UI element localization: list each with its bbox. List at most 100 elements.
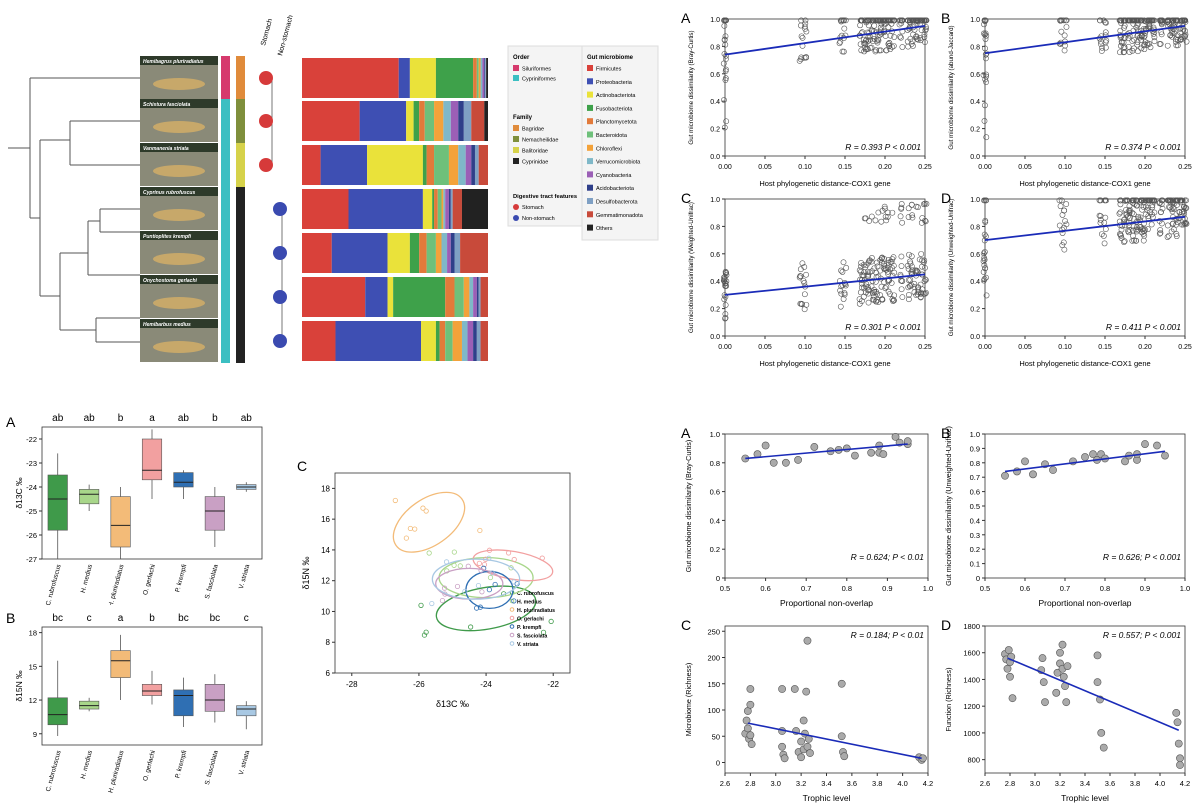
legend-title: Order: [513, 55, 530, 61]
data-point: [1060, 239, 1067, 246]
data-point: [1148, 17, 1155, 24]
data-point: [1102, 214, 1109, 221]
data-point: [1081, 453, 1089, 461]
legend-label: Desulfobacterota: [596, 200, 639, 206]
data-point: [1135, 48, 1141, 55]
legend-label: Fusobacteriota: [596, 106, 633, 112]
plot-frame: [334, 472, 571, 674]
data-point: [1061, 47, 1068, 54]
data-point: [1181, 33, 1188, 40]
data-point: [841, 25, 848, 32]
x-tick-label: 0.9: [1140, 584, 1150, 593]
panel-letter: C: [681, 617, 691, 633]
data-point: [1093, 678, 1102, 687]
y-tick-label: 0.4: [970, 516, 980, 525]
legend-swatch: [587, 184, 593, 191]
stat-annotation: R = 0.626; P < 0.001: [1103, 552, 1181, 562]
data-point: [883, 217, 890, 224]
data-point: [891, 17, 898, 24]
data-point: [1158, 31, 1165, 38]
y-tick-label: 1000: [963, 729, 980, 738]
data-point: [911, 280, 918, 287]
data-point: [981, 118, 988, 124]
data-point: [1182, 204, 1189, 211]
significance-letter: b: [118, 413, 124, 424]
data-point: [878, 283, 885, 290]
y-tick-label: 0.9: [970, 444, 980, 453]
data-point: [919, 257, 925, 264]
x-tick-label: 0.05: [758, 344, 772, 351]
data-point: [921, 17, 928, 24]
data-point: [982, 265, 989, 272]
data-point: [723, 269, 730, 276]
abundance-segment: [320, 145, 368, 185]
data-point: [1049, 466, 1057, 474]
data-point: [1135, 213, 1142, 220]
data-point: [898, 263, 905, 269]
y-tick-label: 0.6: [710, 252, 720, 259]
y-tick-label: 1.0: [710, 197, 720, 204]
data-point: [1093, 651, 1102, 660]
data-point: [1181, 203, 1188, 210]
data-point: [981, 231, 988, 238]
tree-branch: [8, 77, 140, 218]
abundance-segment: [463, 101, 472, 141]
data-point: [910, 42, 916, 49]
data-point: [884, 209, 891, 216]
x-tick-label: 0.8: [1100, 584, 1110, 593]
x-axis-label: Trophic level: [1061, 793, 1109, 803]
data-point: [722, 75, 729, 82]
data-point: [1063, 24, 1070, 30]
legend-swatch: [587, 158, 593, 165]
data-point: [884, 214, 891, 220]
y-axis-label: Microbiome (Richness): [684, 663, 693, 737]
family-strip: [236, 275, 245, 319]
significance-letter: bc: [210, 613, 221, 624]
y-axis-label: Gut microbiome dissimilarity (abund-Jacc…: [948, 25, 955, 149]
data-point: [918, 251, 925, 257]
panel-letter: B: [6, 610, 15, 626]
data-point: [1101, 219, 1108, 226]
data-point: [722, 68, 729, 75]
y-tick-label: 0.2: [970, 127, 980, 134]
data-point: [1150, 31, 1157, 37]
data-point: [429, 600, 435, 607]
data-point: [889, 44, 896, 50]
abundance-segment: [302, 277, 366, 317]
abundance-segment: [409, 58, 436, 98]
abundance-segment: [476, 277, 479, 317]
legend-label: Gemmatimonadota: [596, 213, 644, 219]
data-point: [1141, 42, 1147, 49]
data-point: [1096, 212, 1103, 219]
x-tick-label: 0.05: [1018, 164, 1032, 171]
data-point: [868, 258, 875, 265]
data-point: [1181, 208, 1187, 215]
data-point: [1103, 37, 1110, 44]
data-point: [873, 298, 879, 305]
box: [204, 496, 225, 531]
legend-box-taxa: [507, 45, 583, 227]
data-point: [837, 287, 844, 294]
panel-host-distance-jaccard: B 0.00 0.05 0.10 0.15 0.20 0.25 0.0 0.2 0.4 0.6 0.8…: [941, 10, 1192, 188]
data-point: [874, 263, 881, 270]
y-tick-label: 18: [321, 484, 330, 493]
data-point: [922, 27, 929, 34]
data-point: [439, 597, 446, 604]
panel-host-distance-braycurtis: A 0.00 0.05 0.10 0.15 0.20 0.25 0.0 0.2 0.4 0.6 0.8…: [681, 10, 932, 188]
x-tick-label: 0.25: [918, 344, 932, 351]
abundance-segment: [302, 101, 360, 141]
legend-marker: [509, 615, 515, 621]
order-strip: [221, 143, 230, 187]
abundance-segment: [461, 321, 468, 361]
fish-body: [153, 209, 205, 221]
digestive-marker: [259, 71, 273, 85]
data-point: [722, 33, 729, 40]
data-point: [1140, 237, 1147, 244]
y-axis-label: δ13C ‰: [14, 477, 24, 509]
data-point: [982, 102, 988, 109]
data-point: [403, 535, 409, 541]
plot-frame: [984, 198, 1186, 337]
abundance-segment: [432, 189, 435, 229]
data-point: [1140, 34, 1147, 41]
regression-line: [747, 722, 922, 760]
